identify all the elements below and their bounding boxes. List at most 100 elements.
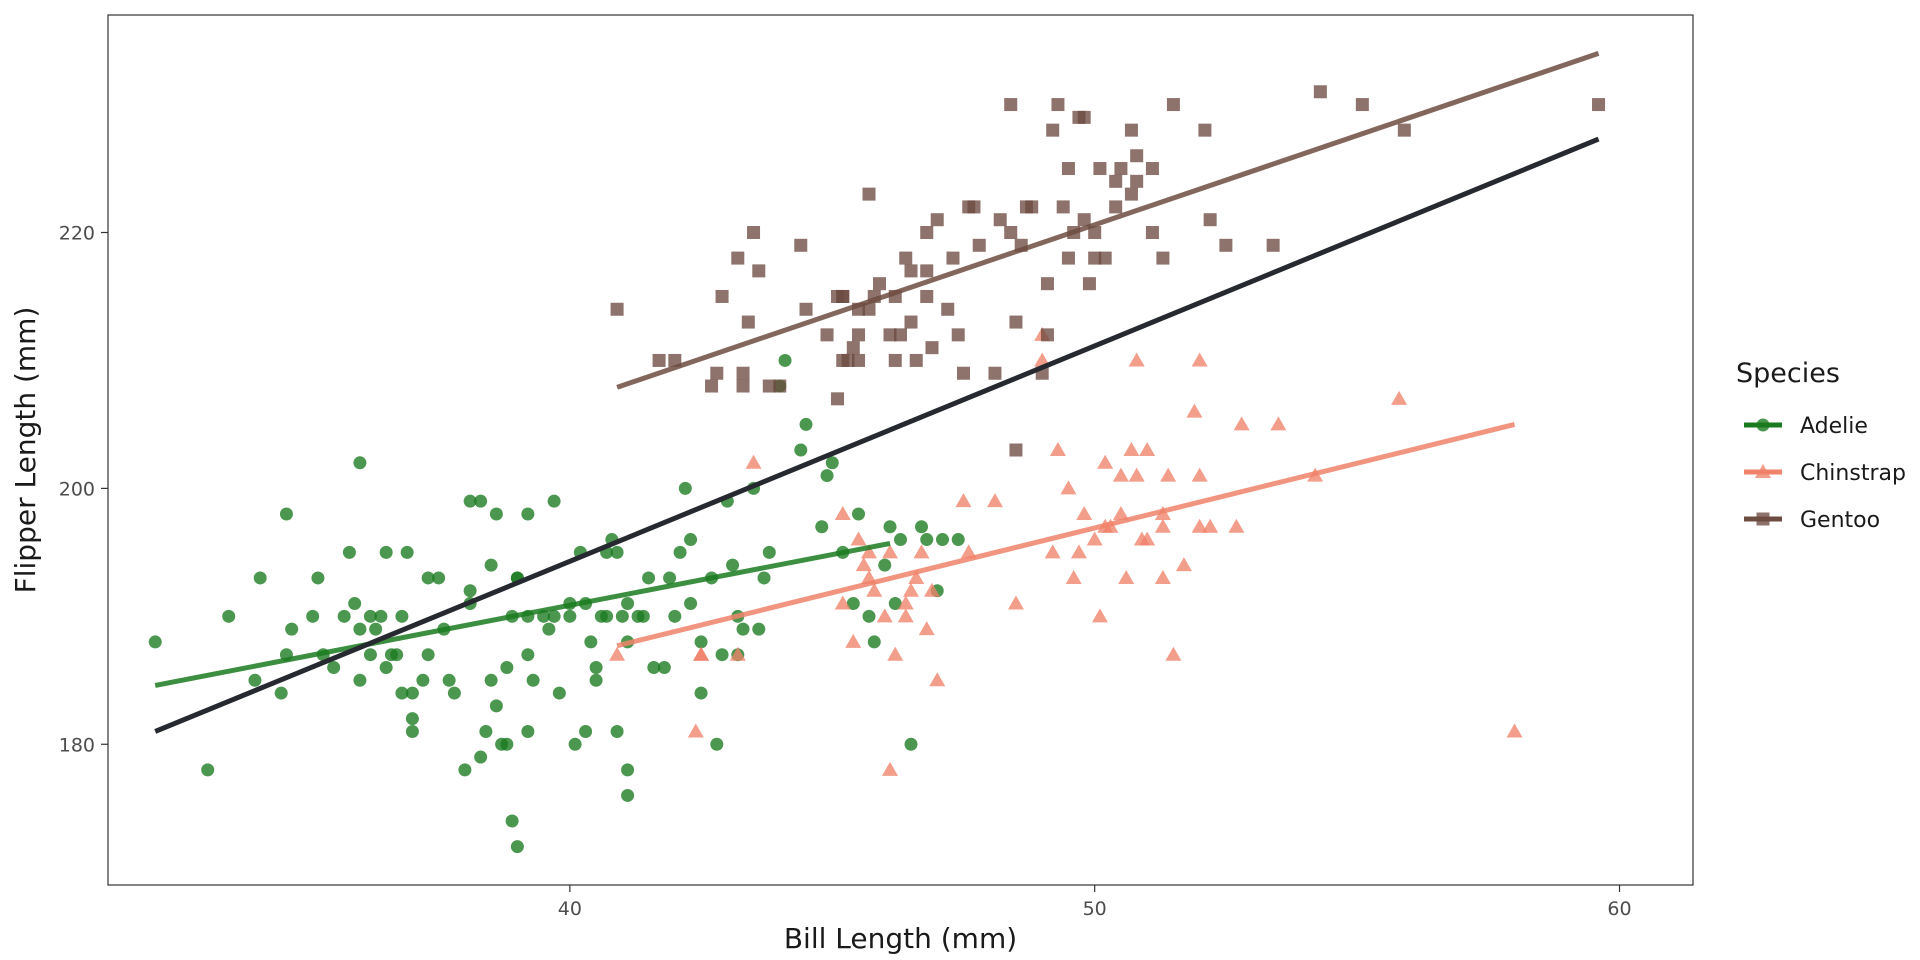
data-point [1109, 174, 1123, 188]
data-point [327, 661, 341, 674]
data-point [1139, 531, 1156, 546]
legend-title: Species [1736, 358, 1840, 389]
data-point [673, 545, 687, 559]
data-point [353, 456, 367, 470]
data-point [1061, 162, 1075, 176]
data-point [986, 493, 1003, 508]
data-point [1007, 595, 1024, 610]
data-point [1072, 110, 1086, 124]
data-point [988, 366, 1002, 380]
data-point [1191, 352, 1208, 367]
data-point [845, 633, 862, 648]
data-point [609, 646, 626, 661]
data-point [1060, 480, 1077, 495]
data-point [1049, 442, 1066, 456]
data-point [1112, 467, 1129, 482]
data-point [920, 226, 934, 239]
data-point [815, 520, 829, 534]
data-point [584, 635, 598, 649]
data-point [710, 366, 724, 380]
legend-key-marker [1756, 418, 1770, 432]
data-point [1077, 213, 1091, 227]
data-point [726, 558, 740, 572]
data-point [405, 686, 419, 700]
data-point [484, 558, 498, 572]
data-point [1124, 187, 1138, 201]
data-point [867, 635, 881, 649]
data-point [773, 379, 787, 393]
data-point [474, 750, 488, 764]
data-point [552, 686, 566, 700]
data-point [918, 621, 935, 636]
data-point [395, 609, 409, 623]
data-point [731, 251, 745, 265]
x-tick-label: 50 [1083, 898, 1107, 920]
data-point [741, 315, 755, 329]
trend-line-gentoo [616, 51, 1600, 390]
data-point [201, 763, 215, 777]
data-point [935, 533, 949, 547]
data-point [636, 609, 650, 623]
data-point [1160, 467, 1177, 482]
data-point [1086, 531, 1103, 546]
data-point [510, 840, 524, 854]
data-point [1202, 518, 1219, 533]
data-point [1191, 518, 1208, 533]
data-point [1219, 238, 1233, 252]
legend-item-gentoo: Gentoo [1744, 508, 1880, 533]
data-point [395, 686, 409, 700]
data-point [274, 686, 288, 700]
data-point [1203, 213, 1217, 227]
data-point [882, 761, 899, 776]
data-point [687, 723, 704, 738]
data-point [1009, 443, 1023, 457]
data-point [248, 673, 262, 687]
data-point [615, 609, 629, 623]
data-point [678, 481, 692, 495]
data-point [621, 788, 635, 802]
data-point [390, 648, 404, 662]
data-point [747, 226, 761, 239]
data-point [897, 608, 914, 623]
y-axis-title: Flipper Length (mm) [9, 307, 42, 594]
legend-items: Adelie Chinstrap Gentoo [1744, 414, 1906, 533]
data-point [463, 584, 477, 598]
data-point [379, 545, 393, 559]
data-point [1313, 85, 1327, 99]
data-point [405, 724, 419, 738]
data-point [521, 648, 535, 662]
data-point [762, 545, 776, 559]
data-point [1128, 352, 1145, 367]
data-point [306, 609, 320, 623]
trend-line-chinstrap [616, 421, 1516, 649]
data-point [972, 238, 986, 252]
plot-panel-border [107, 14, 1694, 886]
data-point [831, 392, 845, 406]
data-point [820, 469, 834, 483]
data-point [432, 571, 446, 585]
data-point [1154, 569, 1171, 584]
data-point [920, 533, 934, 547]
data-point [820, 328, 834, 342]
data-point [887, 646, 904, 661]
data-point [913, 544, 930, 559]
data-point [348, 597, 362, 611]
y-tick-label: 180 [59, 734, 95, 756]
data-point [1098, 251, 1112, 265]
data-point [736, 622, 750, 636]
data-point [416, 673, 430, 687]
data-point [1506, 723, 1523, 738]
data-point [1154, 518, 1171, 533]
data-point [353, 622, 367, 636]
data-point [1091, 608, 1108, 623]
data-point [883, 520, 897, 534]
data-point [621, 763, 635, 777]
data-point [909, 353, 923, 367]
y-tick-label: 220 [59, 223, 95, 245]
data-point [855, 557, 872, 572]
data-point [600, 609, 614, 623]
legend-key-marker [1756, 512, 1770, 526]
data-point [899, 251, 913, 265]
data-point [642, 571, 656, 585]
data-point [694, 686, 708, 700]
